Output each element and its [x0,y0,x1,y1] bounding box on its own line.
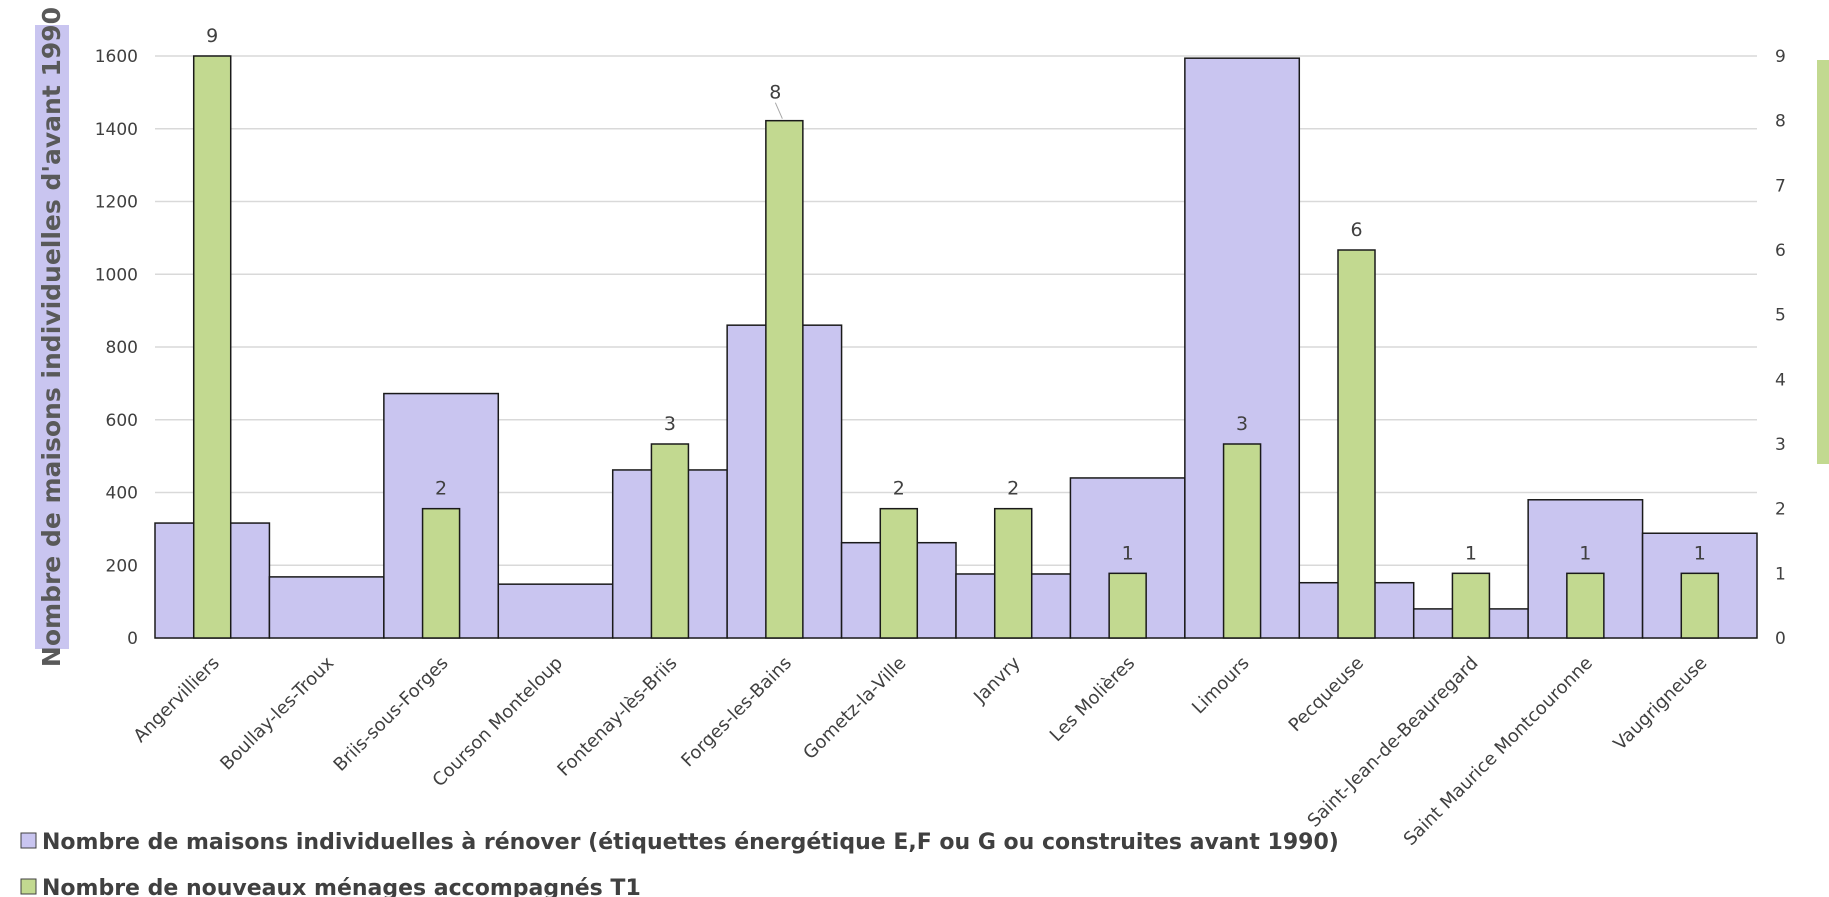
y2-tick-label: 8 [1775,112,1786,132]
bar-houses [268,576,385,639]
y2-tick-label: 2 [1775,500,1786,520]
legend-swatch-households [20,878,37,895]
data-label: 6 [1350,219,1362,241]
legend-item-houses: Nombre de maisons individuelles à rénove… [20,830,1339,855]
data-labels: 9 2 3 8 2 2 1 3 6 1 1 1 [206,25,1706,564]
y-axis-title-highlight [35,25,69,649]
y-axis-title-group: Nombre de maisons individuelles d'avant … [35,7,69,667]
legend-label-houses: Nombre de maisons individuelles à rénove… [42,830,1339,855]
x-axis-categories: AngervilliersBoullay-les-TrouxBriis-sous… [130,652,1712,849]
y2-tick-label: 4 [1775,370,1786,390]
data-label: 1 [1122,542,1134,564]
x-tick-label: Vaugrigneuse [1610,653,1712,755]
y2-axis-ticks: 0 1 2 3 4 5 6 7 8 9 [1775,47,1786,649]
y-tick-label: 0 [127,629,138,649]
data-label: 3 [664,413,676,435]
right-axis-decoration [1817,60,1829,464]
y2-axis-title-highlight [1817,60,1829,464]
data-label-leader [774,102,783,119]
x-tick-label: Limours [1188,653,1254,719]
x-tick-label: Pecqueuse [1285,653,1368,736]
bar-households [421,507,461,639]
y-tick-label: 400 [106,484,138,504]
y2-tick-label: 6 [1775,241,1786,261]
x-tick-label: Angervilliers [130,653,224,747]
y2-tick-label: 0 [1775,629,1786,649]
x-tick-label: Briis-sous-Forges [330,653,453,776]
x-tick-label: Forges-les-Bains [677,653,796,772]
x-tick-label: Boullay-les-Troux [216,652,338,774]
data-label: 9 [206,25,218,47]
y2-tick-label: 3 [1775,435,1786,455]
data-label: 1 [1694,542,1706,564]
legend-label-households: Nombre de nouveaux ménages accompagnés T… [42,876,641,897]
data-label: 2 [435,478,447,500]
y-tick-label: 1200 [95,193,138,213]
y-tick-label: 1600 [95,47,138,67]
bar-households [1451,572,1491,639]
legend-swatch-houses [20,832,37,849]
y2-tick-label: 1 [1775,564,1786,584]
y-tick-label: 800 [106,338,138,358]
y-tick-label: 600 [106,411,138,431]
x-tick-label: Courson Monteloup [429,653,567,791]
legend-item-households: Nombre de nouveaux ménages accompagnés T… [20,876,641,897]
series-houses-bars [154,57,1758,639]
bar-households [192,55,232,639]
legend: Nombre de maisons individuelles à rénove… [20,830,1339,897]
y-tick-label: 1400 [95,120,138,140]
x-tick-label: Janvry [969,652,1025,708]
bar-households [1222,443,1262,639]
bar-households [1337,249,1376,639]
x-tick-label: Gometz-la-Ville [799,653,910,764]
bar-households [993,507,1033,639]
y-axis-ticks: 0 200 400 600 800 1000 1200 1400 1600 [95,47,138,649]
data-label: 8 [769,82,781,104]
data-label: 1 [1465,542,1477,564]
y-tick-label: 200 [106,556,138,576]
x-tick-label: Fontenay-lès-Briis [553,653,681,781]
bar-households [1566,572,1605,639]
data-label: 2 [893,478,905,500]
x-tick-label: Les Molières [1046,653,1139,746]
series-households-bars [192,55,1720,639]
bar-households [765,119,804,639]
bar-households [879,507,919,639]
data-label: 2 [1007,478,1019,500]
y-tick-label: 1000 [95,265,138,285]
data-label: 3 [1236,413,1248,435]
bar-houses [497,583,614,639]
y2-tick-label: 7 [1775,176,1786,196]
y2-tick-label: 5 [1775,306,1786,326]
y2-tick-label: 9 [1775,47,1786,67]
bar-households [1680,572,1720,639]
x-tick-label: Saint Maurice Montcouronne [1400,653,1597,850]
bar-households [1108,572,1147,639]
data-label: 1 [1579,542,1591,564]
y-axis-title: Nombre de maisons individuelles d'avant … [37,7,66,667]
bar-households [650,443,690,639]
